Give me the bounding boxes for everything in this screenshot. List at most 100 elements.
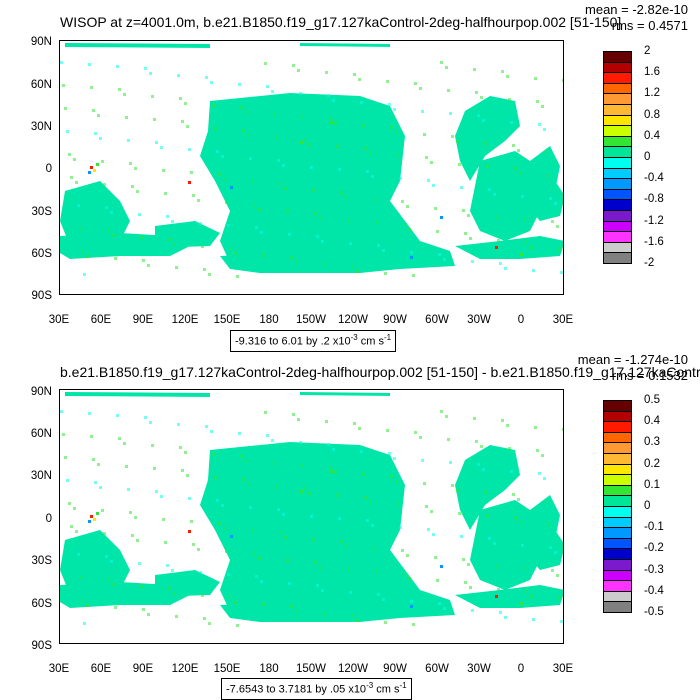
- field-speckle: [197, 199, 200, 202]
- field-speckle: [136, 190, 139, 193]
- field-speckle: [510, 121, 513, 124]
- field-speckle: [504, 616, 507, 619]
- field-speckle: [543, 477, 546, 480]
- field-speckle: [214, 127, 217, 130]
- field-speckle: [151, 444, 154, 447]
- field-speckle: [525, 241, 528, 244]
- field-speckle: [410, 251, 413, 254]
- colorbar-label: 0: [644, 151, 651, 163]
- field-speckle: [351, 614, 354, 617]
- field-speckle: [114, 606, 117, 609]
- ocean-region: [470, 495, 560, 590]
- field-speckle: [201, 245, 204, 248]
- field-speckle: [147, 613, 150, 616]
- field-speckle: [560, 620, 563, 623]
- field-speckle: [554, 551, 557, 554]
- field-speckle: [506, 75, 509, 78]
- lon-tick-label: 150E: [213, 314, 241, 326]
- field-extreme-speckle: [96, 163, 99, 166]
- field-speckle: [127, 488, 130, 491]
- field-speckle: [214, 476, 217, 479]
- field-speckle: [384, 272, 387, 275]
- colorbar-label: 1.6: [644, 66, 660, 79]
- field-speckle: [423, 133, 426, 136]
- field-speckle: [358, 427, 361, 430]
- field-speckle: [449, 112, 452, 115]
- field-speckle: [467, 214, 470, 217]
- field-speckle: [144, 416, 147, 419]
- lat-tick-label: 90S: [31, 640, 52, 652]
- field-speckle: [419, 436, 422, 439]
- field-speckle: [434, 556, 437, 559]
- field-speckle: [499, 262, 502, 265]
- field-speckle: [325, 420, 328, 423]
- field-speckle: [403, 223, 406, 226]
- field-extreme-speckle: [520, 602, 523, 605]
- field-speckle: [88, 63, 91, 66]
- field-speckle: [390, 126, 393, 129]
- field-speckle: [251, 529, 254, 532]
- field-speckle: [340, 540, 343, 543]
- field-speckle: [458, 512, 461, 515]
- field-speckle: [558, 597, 561, 600]
- field-speckle: [240, 106, 243, 109]
- field-speckle: [421, 459, 424, 462]
- field-speckle: [349, 242, 352, 245]
- lat-tick-label: 30S: [31, 206, 52, 218]
- field-speckle: [110, 560, 113, 563]
- field-speckle: [114, 257, 117, 260]
- lon-tick-label: 150W: [295, 663, 327, 675]
- lat-tick-label: 90S: [31, 290, 52, 302]
- field-speckle: [234, 252, 237, 255]
- colorbar-label: -0.8: [644, 193, 664, 206]
- field-speckle: [560, 271, 563, 274]
- field-speckle: [166, 215, 169, 218]
- field-speckle: [364, 496, 367, 499]
- field-speckle: [532, 269, 535, 272]
- field-speckle: [166, 564, 169, 567]
- field-speckle: [329, 117, 332, 120]
- field-speckle: [125, 116, 128, 119]
- field-speckle: [94, 132, 97, 135]
- field-speckle: [353, 422, 356, 425]
- field-speckle: [142, 259, 145, 262]
- field-speckle: [556, 574, 559, 577]
- field-speckle: [275, 485, 278, 488]
- field-speckle: [530, 595, 533, 598]
- ocean-region: [530, 181, 563, 221]
- field-speckle: [471, 609, 474, 612]
- field-speckle: [434, 207, 437, 210]
- field-speckle: [123, 442, 126, 445]
- field-speckle: [282, 513, 285, 516]
- field-extreme-speckle: [520, 253, 523, 256]
- field-speckle: [469, 237, 472, 240]
- field-speckle: [310, 166, 313, 169]
- lat-tick-label: 60S: [31, 598, 52, 610]
- field-speckle: [440, 61, 443, 64]
- field-speckle: [286, 210, 289, 213]
- field-speckle: [153, 467, 156, 470]
- field-speckle: [501, 70, 504, 73]
- lat-tick-label: 30N: [30, 470, 52, 482]
- ocean-region: [200, 93, 420, 269]
- field-speckle: [247, 483, 250, 486]
- field-speckle: [356, 619, 359, 622]
- field-speckle: [508, 98, 511, 101]
- field-speckle: [107, 229, 110, 232]
- field-speckle: [62, 84, 65, 87]
- field-speckle: [284, 536, 287, 539]
- field-speckle: [475, 91, 478, 94]
- field-speckle: [325, 71, 328, 74]
- field-speckle: [375, 221, 378, 224]
- field-speckle: [101, 160, 104, 163]
- colorbar-swatch: [603, 601, 632, 613]
- field-speckle: [353, 73, 356, 76]
- range-text: -9.316 to 6.01 by .2 x10: [235, 335, 351, 348]
- colorbar-label: -0.2: [644, 542, 664, 555]
- field-speckle: [264, 62, 267, 65]
- range-unit-exponent: -1: [384, 333, 392, 342]
- field-speckle: [86, 255, 89, 258]
- field-speckle: [129, 162, 132, 165]
- field-speckle: [192, 543, 195, 546]
- field-speckle: [245, 460, 248, 463]
